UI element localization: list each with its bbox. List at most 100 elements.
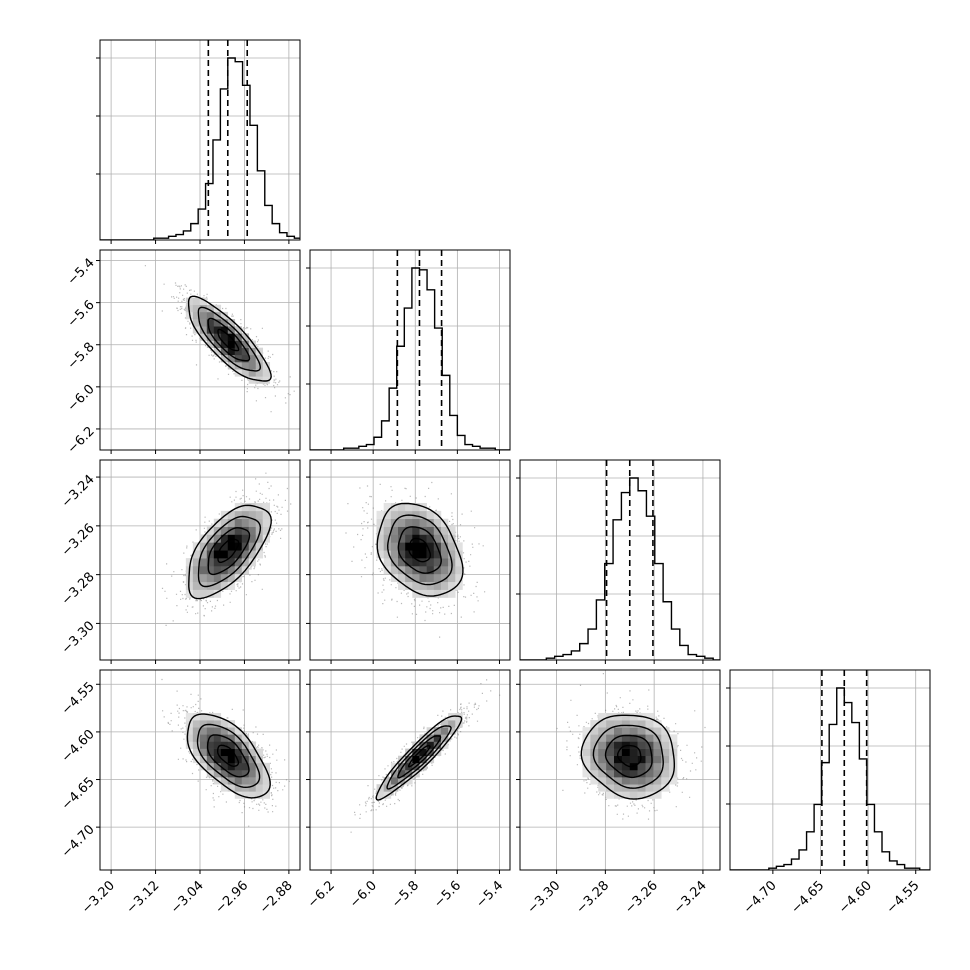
density-bin: [614, 784, 623, 792]
density-bin: [433, 526, 442, 535]
density-bin: [262, 784, 271, 792]
density-bin: [637, 762, 646, 771]
density-bin: [220, 558, 229, 567]
density-bin: [206, 542, 215, 551]
density-bin: [419, 510, 427, 520]
density-bin: [206, 326, 215, 334]
density-bin: [426, 755, 435, 764]
density-bin: [455, 573, 463, 583]
histogram-line: [310, 267, 510, 450]
density-bin: [614, 741, 623, 749]
density-bin: [637, 748, 646, 757]
density-bin: [213, 720, 222, 728]
density-bin: [440, 581, 449, 590]
density-bin: [199, 762, 208, 771]
density-bin: [398, 534, 406, 543]
density-bin: [433, 566, 442, 575]
density-bin: [383, 518, 392, 527]
y-tick-label: −6.2: [65, 424, 98, 457]
density-bin: [248, 762, 257, 771]
density-bin: [598, 762, 607, 771]
density-bin: [220, 720, 229, 728]
density-bin: [405, 502, 413, 512]
x-tick-label: −3.20: [79, 878, 118, 917]
density-bin: [206, 573, 215, 583]
density-bin: [390, 534, 399, 543]
density-bin: [405, 581, 413, 590]
density-bin: [419, 748, 427, 757]
density-bin: [606, 741, 615, 749]
density-bin: [248, 526, 257, 535]
density-bin: [419, 550, 427, 559]
density-bin: [248, 534, 257, 543]
density-bin: [598, 748, 607, 757]
x-tick-label: −5.6: [431, 878, 464, 911]
density-bin: [227, 354, 236, 363]
density-bin: [383, 526, 392, 535]
density-bin: [241, 526, 250, 535]
density-bin: [426, 542, 435, 551]
density-bin: [653, 791, 662, 799]
panel-1-0: −6.2 −6.0 −5.8 −5.6 −5.4: [65, 249, 301, 457]
axes-frame: [519, 459, 721, 661]
contour-line: [617, 744, 642, 768]
density-bin: [590, 720, 599, 728]
density-bin: [383, 502, 392, 512]
density-bin: [419, 526, 427, 535]
contour-line: [197, 515, 262, 588]
density-bin: [405, 748, 413, 757]
density-bin: [227, 319, 236, 327]
contour-line: [197, 306, 262, 372]
density-bin: [645, 755, 654, 764]
y-tick-label: −6.0: [65, 382, 98, 415]
density-bin: [637, 741, 646, 749]
density-bin: [433, 741, 442, 749]
density-bin: [419, 534, 427, 543]
contour-line: [376, 502, 464, 597]
density-bin: [185, 297, 194, 306]
contour-line: [604, 734, 653, 779]
density-bin: [206, 558, 215, 567]
density-bin: [645, 769, 654, 778]
density-bin: [419, 581, 427, 590]
density-bin: [412, 526, 420, 535]
density-bin: [248, 369, 257, 377]
density-bin: [405, 566, 413, 575]
density-bin: [614, 712, 623, 721]
density-bin: [220, 755, 229, 764]
contour-line: [592, 724, 664, 789]
density-bin: [220, 573, 229, 583]
density-bin: [661, 741, 670, 749]
density-bin: [590, 734, 599, 742]
density-bin: [448, 550, 456, 559]
density-bin: [653, 755, 662, 764]
density-bin: [220, 518, 229, 527]
density-bin: [419, 566, 427, 575]
density-bin: [419, 518, 427, 527]
contour-line: [397, 526, 442, 574]
axes-frame: [99, 669, 301, 871]
density-bin: [248, 748, 257, 757]
density-bin: [199, 589, 208, 598]
density-bin: [426, 534, 435, 543]
density-bin: [440, 573, 449, 583]
density-bin: [653, 762, 662, 771]
density-bin: [419, 573, 427, 583]
density-bin: [262, 376, 271, 384]
x-tick-label: −6.0: [347, 878, 380, 911]
density-bin: [606, 777, 615, 785]
density-bin: [390, 566, 399, 575]
x-tick-label: −5.4: [473, 878, 506, 911]
density-bin: [448, 581, 456, 590]
density-bin: [405, 518, 413, 527]
density-bin: [405, 526, 413, 535]
y-tick-label: −3.26: [59, 521, 98, 560]
panel-2-0: −3.30 −3.28 −3.26 −3.24: [59, 459, 301, 664]
density-layer: [345, 481, 486, 638]
density-bin: [220, 319, 229, 327]
density-bin: [621, 755, 631, 764]
density-bin: [582, 748, 591, 757]
density-bin: [199, 311, 208, 320]
contour-line: [217, 328, 240, 352]
density-bin: [455, 566, 463, 575]
